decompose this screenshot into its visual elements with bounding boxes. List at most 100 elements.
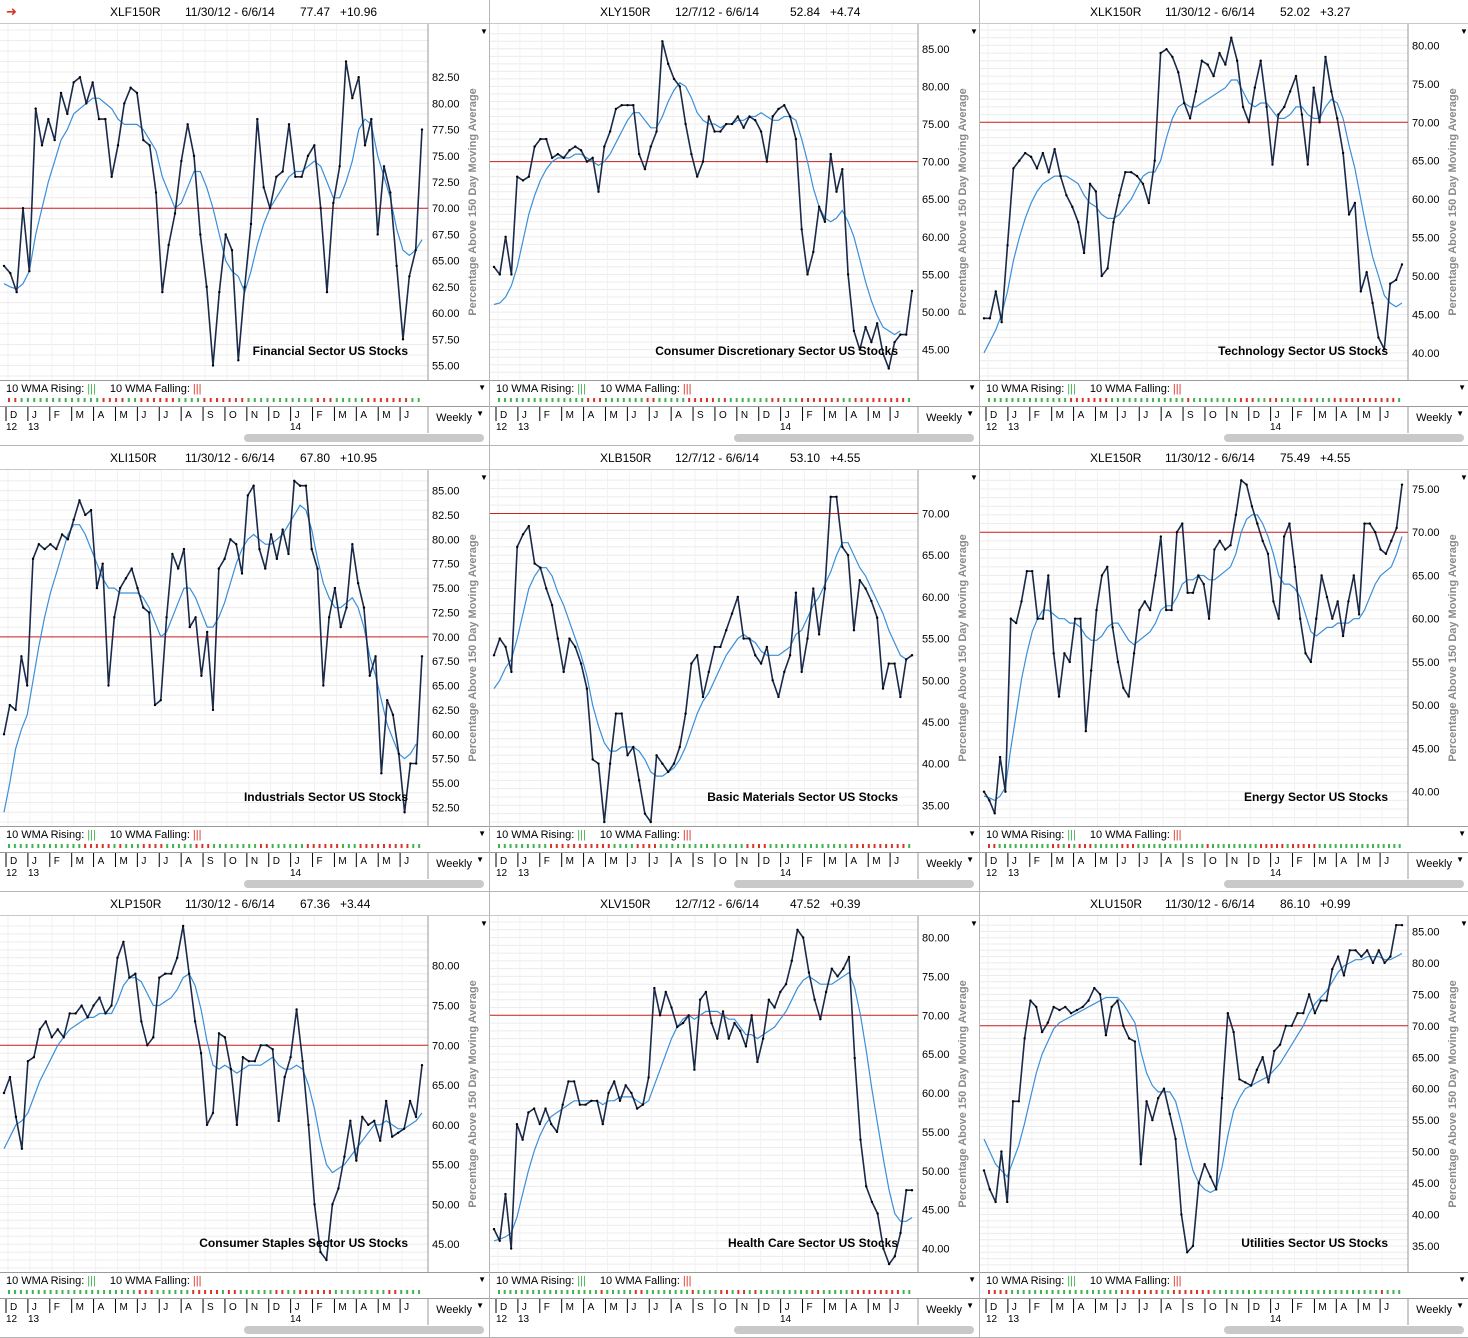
horizontal-scrollbar[interactable] [244,434,484,442]
horizontal-scrollbar[interactable] [244,1326,484,1334]
data-point [1271,163,1274,166]
chevron-down-icon[interactable]: ▼ [968,829,976,838]
horizontal-scrollbar[interactable] [734,434,974,442]
falling-dot [1275,398,1278,402]
chevron-down-icon[interactable]: ▼ [1456,855,1464,864]
wma-signal-dots [8,398,420,402]
rising-dot [1148,844,1150,848]
data-point [1073,617,1077,620]
wma-legend: 10 WMA Rising: ||| 10 WMA Falling: ||| [496,383,692,395]
data-point [1278,1043,1282,1046]
chart-svg: 55.0057.5060.0062.5065.0067.5070.0072.50… [0,24,488,380]
falling-dot [377,844,380,848]
chevron-down-icon[interactable]: ▼ [966,855,974,864]
chevron-down-icon[interactable]: ▼ [1460,919,1468,928]
rising-dot [1288,1290,1291,1294]
chevron-down-icon[interactable]: ▼ [478,1275,486,1284]
chevron-down-icon[interactable]: ▼ [478,383,486,392]
data-point [1213,548,1216,551]
rising-dot [723,844,726,848]
chevron-down-icon[interactable]: ▼ [480,27,488,36]
horizontal-scrollbar[interactable] [1224,880,1464,888]
period-dropdown[interactable]: Weekly [1416,858,1452,870]
chevron-down-icon[interactable]: ▼ [1460,473,1468,482]
horizontal-scrollbar[interactable] [1224,1326,1464,1334]
horizontal-scrollbar[interactable] [244,880,484,888]
y-tick-label: 45.00 [922,717,950,729]
rising-dot [822,1290,825,1294]
month-label: J [141,856,146,867]
horizontal-scrollbar[interactable] [734,1326,974,1334]
rising-dot [73,1290,76,1294]
chevron-down-icon[interactable]: ▼ [970,473,978,482]
falling-dot [386,398,389,402]
rising-dot [1073,844,1076,848]
rising-dot [731,1290,734,1294]
data-point [200,674,203,678]
chevron-down-icon[interactable]: ▼ [478,829,486,838]
rising-dot [190,398,193,402]
rising-dot [805,1290,808,1294]
falling-dot [1126,844,1129,848]
data-point [1331,967,1334,971]
data-point [994,290,997,293]
chevron-down-icon[interactable]: ▼ [1458,1275,1466,1284]
month-label: M [566,1302,574,1313]
data-point [516,175,519,178]
chevron-down-icon[interactable]: ▼ [1458,383,1466,392]
month-label: D [273,856,280,867]
horizontal-scrollbar[interactable] [1224,434,1464,442]
data-point [800,228,803,231]
chevron-down-icon[interactable]: ▼ [476,1301,484,1310]
data-point [905,1189,908,1192]
data-point [167,243,170,247]
period-dropdown[interactable]: Weekly [436,1304,472,1316]
period-dropdown[interactable]: Weekly [926,858,962,870]
date-range-label: 12/7/12 - 6/6/14 [675,5,760,19]
rising-dot [503,1290,506,1294]
rising-dot [272,398,275,402]
data-point [1207,617,1211,620]
chevron-down-icon[interactable]: ▼ [966,409,974,418]
period-dropdown[interactable]: Weekly [436,412,472,424]
period-dropdown[interactable]: Weekly [926,1304,962,1316]
falling-dot [115,398,118,402]
falling-dot [1087,398,1090,402]
rising-dot [1046,844,1049,848]
chevron-down-icon[interactable]: ▼ [480,919,488,928]
chevron-down-icon[interactable]: ▼ [970,27,978,36]
data-point [1089,669,1093,672]
chevron-down-icon[interactable]: ▼ [1456,409,1464,418]
chevron-down-icon[interactable]: ▼ [970,919,978,928]
chevron-down-icon[interactable]: ▼ [968,1275,976,1284]
period-dropdown[interactable]: Weekly [1416,412,1452,424]
data-point [420,1063,424,1067]
data-point [904,658,908,661]
data-point [362,606,366,609]
data-point [707,670,711,674]
month-label: M [338,410,346,421]
chevron-down-icon[interactable]: ▼ [968,383,976,392]
data-point [716,1037,719,1040]
data-point [982,790,986,793]
period-dropdown[interactable]: Weekly [1416,1304,1452,1316]
data-point [376,233,379,236]
falling-dot [824,398,827,402]
rising-dot [575,398,578,402]
rising-dot [1257,398,1260,402]
period-dropdown[interactable]: Weekly [926,412,962,424]
year-label: 12 [986,1314,998,1325]
chevron-down-icon[interactable]: ▼ [1456,1301,1464,1310]
chevron-down-icon[interactable]: ▼ [966,1301,974,1310]
red-arrow-icon[interactable]: ➜ [6,4,17,19]
horizontal-scrollbar[interactable] [734,880,974,888]
chevron-down-icon[interactable]: ▼ [1458,829,1466,838]
chevron-down-icon[interactable]: ▼ [480,473,488,482]
chevron-down-icon[interactable]: ▼ [1460,27,1468,36]
data-point [1377,336,1380,339]
chevron-down-icon[interactable]: ▼ [476,855,484,864]
chevron-down-icon[interactable]: ▼ [476,409,484,418]
data-point [759,130,763,133]
period-dropdown[interactable]: Weekly [436,858,472,870]
